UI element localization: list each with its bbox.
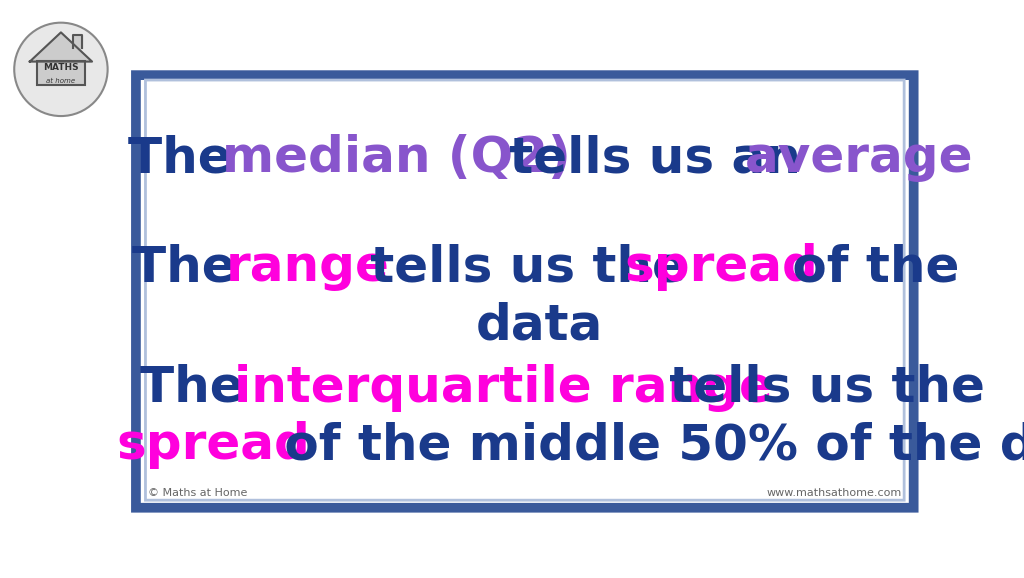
- Text: data: data: [475, 301, 603, 349]
- Text: The: The: [140, 364, 261, 412]
- Text: © Maths at Home: © Maths at Home: [147, 487, 247, 498]
- Text: tells us an: tells us an: [492, 134, 818, 183]
- Text: The: The: [132, 243, 253, 291]
- Text: average: average: [744, 134, 973, 183]
- Text: of the: of the: [774, 243, 958, 291]
- Text: The: The: [128, 134, 249, 183]
- Text: spread: spread: [625, 243, 818, 291]
- Text: at home: at home: [46, 78, 76, 84]
- Text: MATHS: MATHS: [43, 63, 79, 72]
- Circle shape: [14, 23, 108, 116]
- Text: of the middle 50% of the data: of the middle 50% of the data: [266, 421, 1024, 469]
- Text: interquartile range: interquartile range: [233, 364, 773, 412]
- FancyBboxPatch shape: [136, 75, 913, 507]
- Text: range: range: [226, 243, 390, 291]
- Text: tells us the: tells us the: [651, 364, 984, 412]
- Polygon shape: [73, 35, 82, 48]
- Bar: [37, 61, 85, 85]
- Text: www.mathsathome.com: www.mathsathome.com: [767, 487, 902, 498]
- Text: spread: spread: [117, 421, 310, 469]
- Text: median (Q2): median (Q2): [221, 134, 570, 183]
- Text: tells us the: tells us the: [353, 243, 703, 291]
- Polygon shape: [30, 32, 92, 62]
